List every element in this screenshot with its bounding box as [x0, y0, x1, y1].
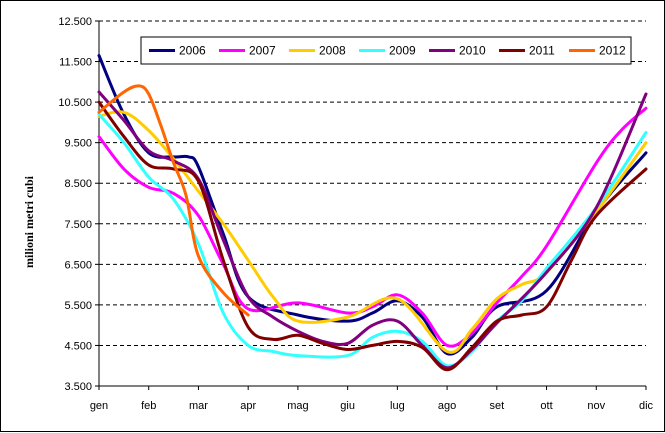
- x-tick-label: apr: [240, 400, 256, 412]
- y-tick-label: 7.500: [64, 219, 92, 231]
- legend: 2006 2007 2008 2009 2010 2011 2012: [140, 36, 632, 65]
- y-tick-label: 4.500: [64, 340, 92, 352]
- y-tick-label: 10.500: [58, 97, 92, 109]
- legend-box: [140, 36, 632, 65]
- legend-label-2009: 2009: [389, 44, 416, 58]
- y-tick-label: 8.500: [64, 178, 92, 190]
- y-tick-label: 9.500: [64, 138, 92, 150]
- x-tick-label: mag: [287, 400, 308, 412]
- legend-label-2010: 2010: [459, 44, 486, 58]
- series-line-2011: [97, 100, 648, 372]
- series-line-2012: [97, 84, 250, 317]
- series-line-2007: [97, 106, 648, 348]
- series-line-2010: [97, 90, 648, 370]
- x-tick-label: dic: [639, 400, 654, 412]
- y-tick-label: 3.500: [64, 381, 92, 393]
- x-tick-label: gen: [90, 400, 108, 412]
- x-tick-label: feb: [141, 400, 156, 412]
- y-tick-label: 12.500: [58, 16, 92, 28]
- series-lines: [97, 54, 648, 372]
- series-line-2006: [97, 54, 648, 356]
- x-tick-label: set: [489, 400, 504, 412]
- y-tick-label: 5.500: [64, 300, 92, 312]
- series-line-2008: [97, 110, 648, 354]
- x-tick-label: ago: [438, 400, 456, 412]
- legend-label-2006: 2006: [179, 44, 206, 58]
- y-tick-label: 6.500: [64, 259, 92, 271]
- x-tick-label: lug: [390, 400, 405, 412]
- x-tick-label: mar: [189, 400, 208, 412]
- x-tick-label: giu: [340, 400, 355, 412]
- axes: 3.500 4.500 5.500 6.500 7.500 8.500 9.500 10.50…: [58, 16, 653, 412]
- legend-label-2008: 2008: [319, 44, 346, 58]
- series-line-2009: [97, 112, 648, 368]
- x-tick-label: ott: [540, 400, 552, 412]
- legend-label-2007: 2007: [249, 44, 276, 58]
- legend-label-2011: 2011: [529, 44, 555, 58]
- legend-label-2012: 2012: [599, 44, 626, 58]
- y-axis-title: milioni metri cubi: [22, 175, 36, 268]
- y-tick-label: 11.500: [59, 57, 92, 69]
- x-tick-label: nov: [587, 400, 605, 412]
